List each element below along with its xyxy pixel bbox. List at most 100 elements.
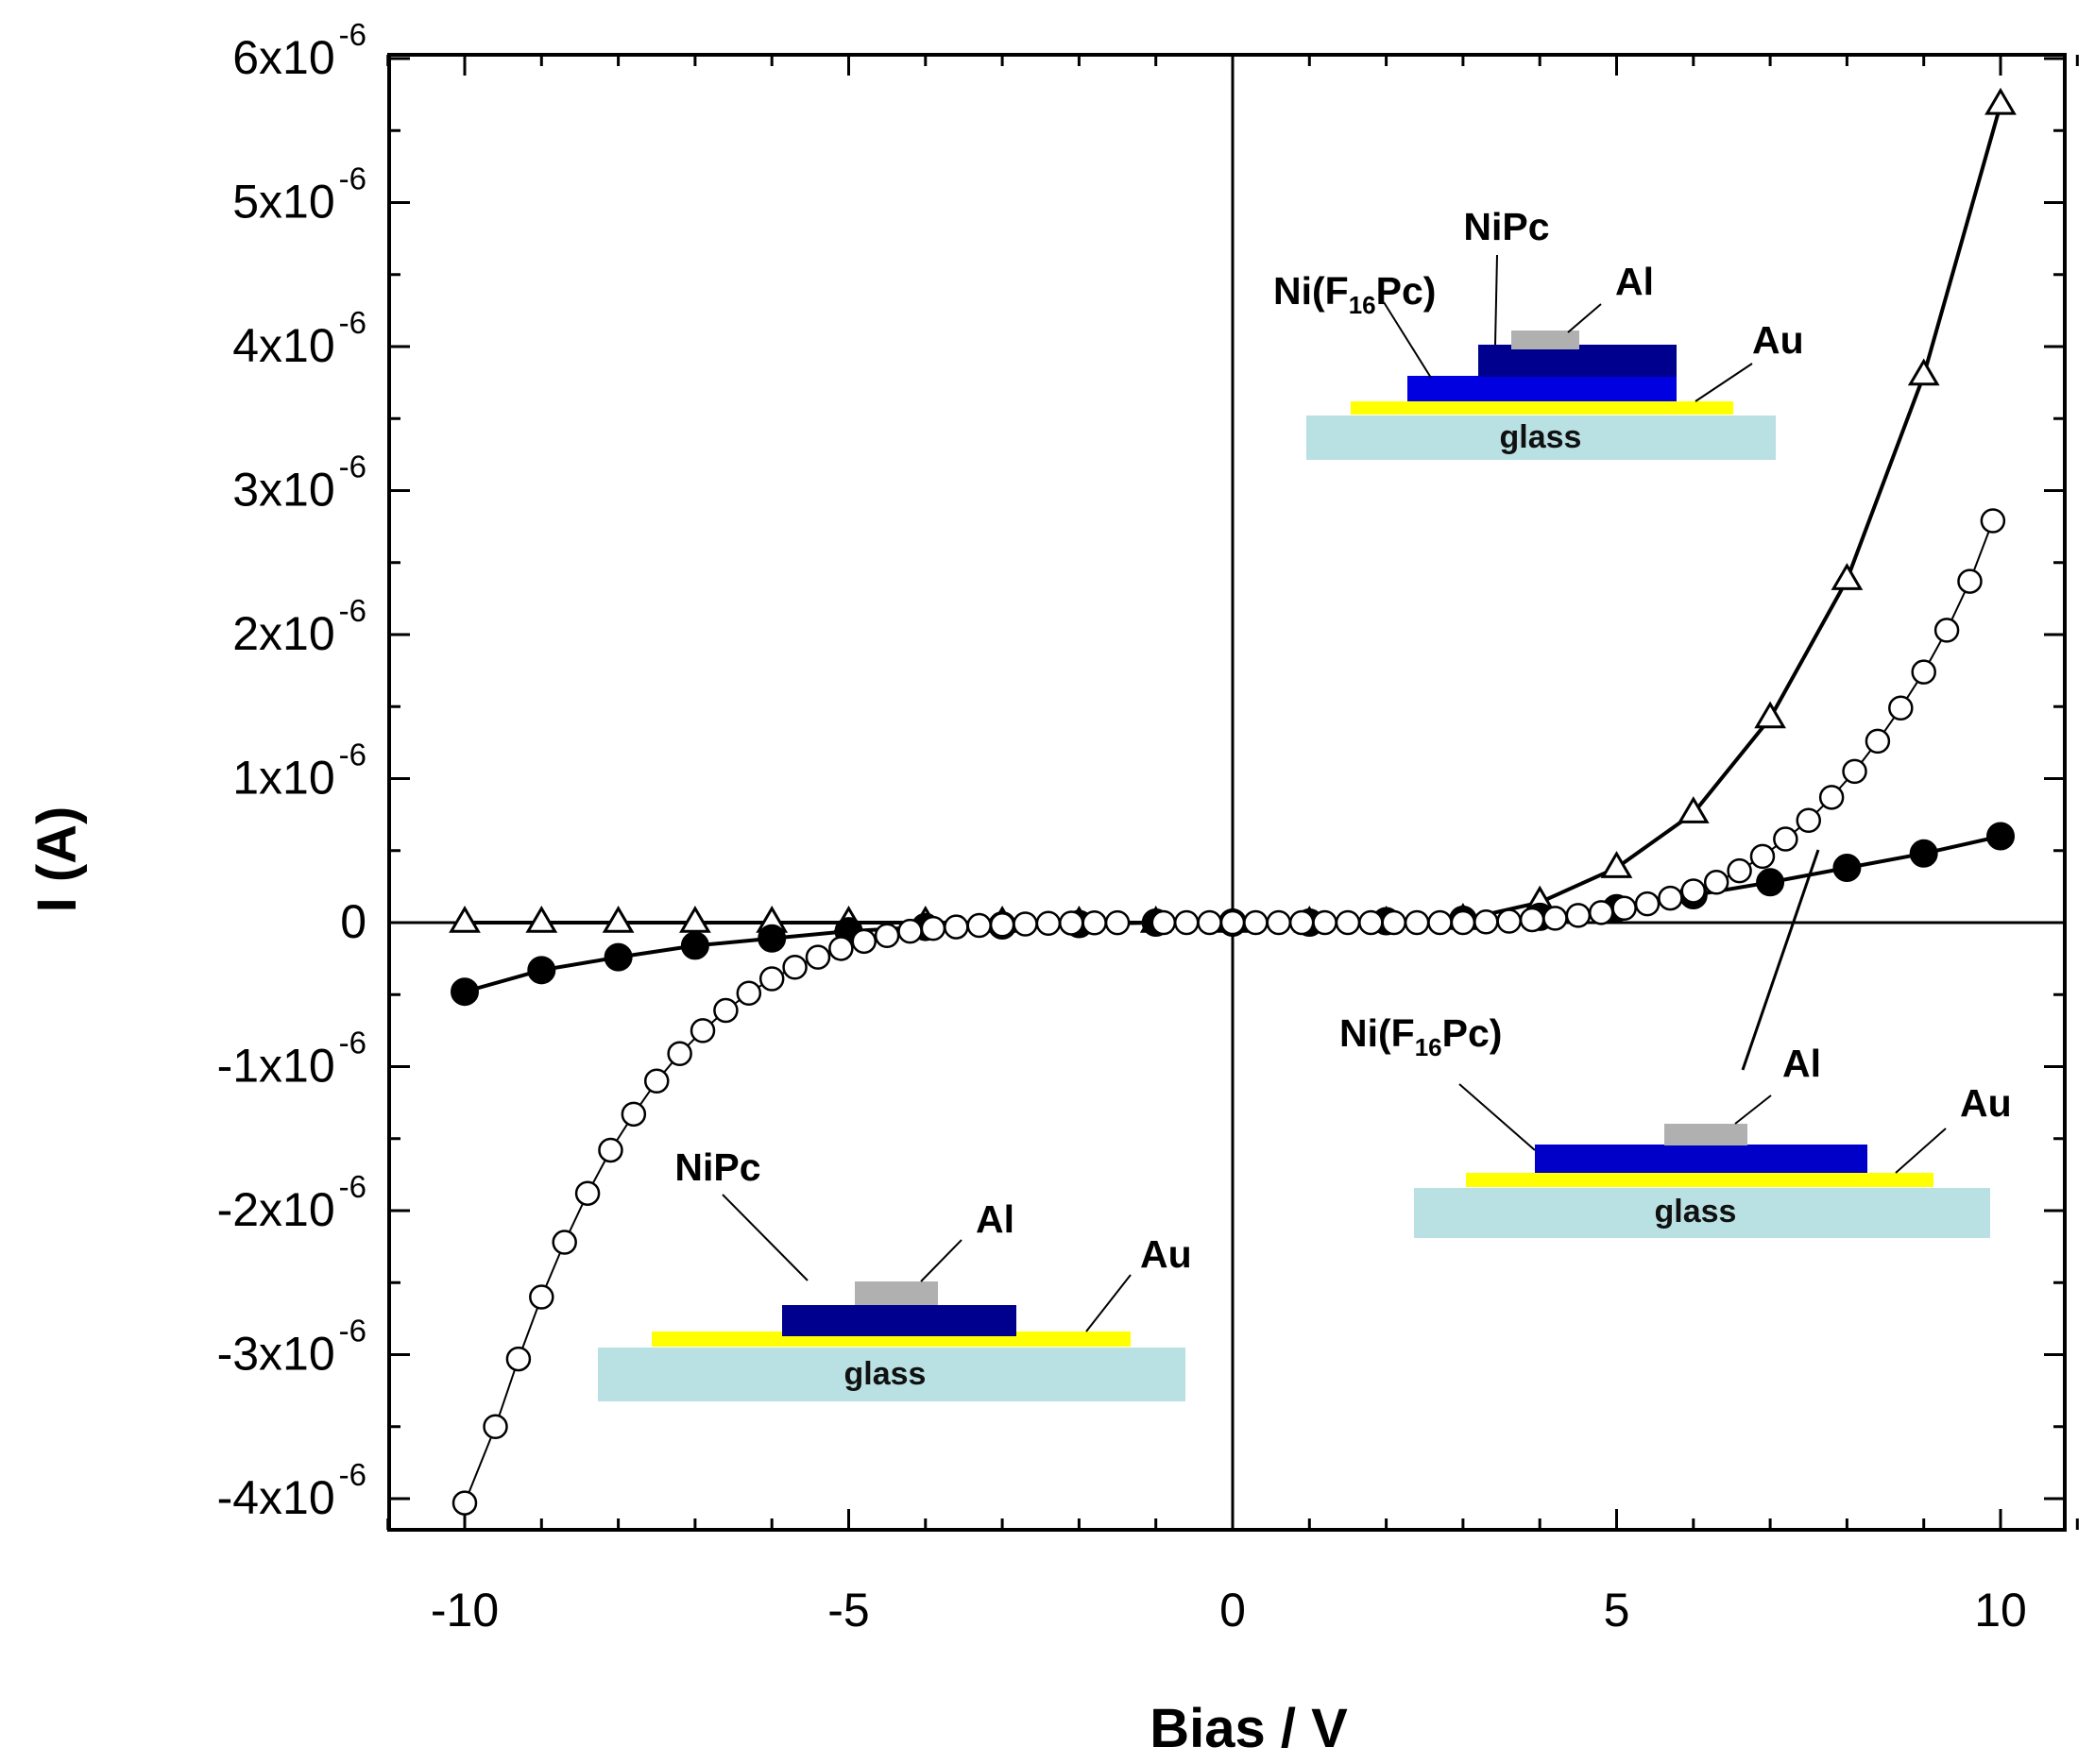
data-point-filled-circle <box>604 942 633 972</box>
leader-line <box>1895 1128 1947 1174</box>
nif16pc-label-prefix: Ni(F <box>1273 269 1349 313</box>
data-point-open-circle <box>1818 785 1845 810</box>
y-tick-mantissa: 5x10 <box>232 176 334 229</box>
data-point-open-circle <box>1013 911 1038 937</box>
data-point-open-circle <box>1658 885 1683 911</box>
data-point-open-circle <box>621 1101 647 1128</box>
nif16pc-label-prefix: Ni(F <box>1339 1011 1415 1055</box>
nif16pc-layer <box>1535 1145 1867 1173</box>
data-point-open-circle <box>1680 878 1707 904</box>
nipc-layer <box>782 1305 1016 1336</box>
data-point-open-circle <box>1542 906 1568 931</box>
leader-line <box>1695 363 1753 402</box>
data-point-open-circle <box>944 914 969 940</box>
x-tick-label: -10 <box>431 1584 499 1637</box>
data-point-open-circle <box>805 944 831 970</box>
nif16pc-label-suffix: Pc) <box>1442 1011 1503 1055</box>
data-point-open-circle <box>1727 857 1752 884</box>
y-tick-mantissa: -3x10 <box>217 1328 335 1381</box>
data-point-open-circle <box>989 912 1015 938</box>
y-tick-mantissa: -4x10 <box>217 1471 335 1524</box>
data-point-triangle <box>1907 358 1940 386</box>
data-point-open-circle <box>1588 900 1614 925</box>
aluminum-electrode <box>1664 1124 1747 1145</box>
data-point-open-circle <box>1773 826 1798 852</box>
data-point-filled-circle <box>1909 839 1938 868</box>
au-label: Au <box>1960 1081 2012 1125</box>
gold-electrode <box>1466 1173 1933 1187</box>
y-tick-exponent: -6 <box>339 449 366 484</box>
leader-line <box>1458 1083 1536 1151</box>
zero-lines <box>389 55 2065 1530</box>
data-point-open-circle <box>1197 909 1222 936</box>
y-tick-mantissa: -2x10 <box>217 1183 335 1236</box>
data-point-open-circle <box>483 1414 508 1439</box>
data-point-open-circle <box>1865 728 1891 755</box>
data-point-open-circle <box>1404 909 1430 936</box>
nif16pc-label: Ni(F16Pc) <box>1273 269 1436 319</box>
aluminum-electrode <box>1511 331 1579 349</box>
y-tick-exponent: -6 <box>339 17 366 52</box>
data-point-open-circle <box>851 928 877 955</box>
data-point-open-circle <box>1519 907 1545 933</box>
nif16pc-label-sub: 16 <box>1415 1033 1442 1061</box>
nipc-label: NiPc <box>674 1145 760 1189</box>
nipc-layer <box>1478 345 1677 377</box>
data-point-open-circle <box>920 915 946 941</box>
y-tick-mantissa: 3x10 <box>232 464 334 517</box>
glass-label: glass <box>1500 419 1582 455</box>
y-tick-label: 0 <box>340 895 366 948</box>
y-tick-exponent: -6 <box>339 305 366 340</box>
data-point-open-circle <box>1888 695 1914 721</box>
glass-substrate <box>1414 1188 1990 1238</box>
inset-top-device: glass NiPc Ni(F16Pc) Al Au <box>1273 205 1804 460</box>
al-label: Al <box>976 1197 1014 1241</box>
nif16pc-label: Ni(F16Pc) <box>1339 1011 1502 1061</box>
data-point-open-circle <box>1288 909 1315 936</box>
glass-label: glass <box>1655 1194 1737 1230</box>
data-series <box>449 87 2017 1516</box>
data-point-open-circle <box>1104 909 1131 936</box>
data-point-open-circle <box>1059 910 1084 936</box>
leader-line <box>1494 254 1498 346</box>
y-tick-label: -3x10 -6 <box>217 1314 366 1381</box>
x-tick-label: 10 <box>1974 1584 2027 1637</box>
data-point-open-circle <box>874 923 900 948</box>
y-tick-exponent: -6 <box>339 593 366 628</box>
data-point-open-circle <box>1150 909 1177 936</box>
data-point-triangle <box>1984 87 2017 115</box>
y-tick-label: -2x10 -6 <box>217 1169 366 1236</box>
y-tick-label: -1x10 -6 <box>217 1026 366 1093</box>
series-open-circles <box>451 508 2006 1516</box>
y-tick-mantissa: 4x10 <box>232 319 334 372</box>
plot-frame <box>387 53 2067 1532</box>
leader-line <box>1567 303 1602 333</box>
glass-substrate <box>598 1348 1185 1401</box>
y-tick-mantissa: 0 <box>340 895 366 948</box>
data-point-triangle <box>1754 701 1786 729</box>
y-axis-title: I (A) <box>26 806 88 913</box>
data-point-open-circle <box>1082 910 1107 936</box>
y-tick-exponent: -6 <box>339 161 366 196</box>
data-point-open-circle <box>1358 909 1384 936</box>
al-label: Al <box>1615 260 1654 303</box>
data-point-open-circle <box>1219 909 1246 936</box>
y-tick-label: 2x10 -6 <box>232 593 366 660</box>
au-label: Au <box>1752 318 1804 362</box>
y-tick-exponent: -6 <box>339 738 366 772</box>
data-point-open-circle <box>1381 909 1406 936</box>
nif16pc-label-suffix: Pc) <box>1376 269 1437 313</box>
glass-label: glass <box>844 1356 927 1392</box>
gold-electrode <box>1351 401 1733 415</box>
leader-line <box>1383 301 1432 379</box>
data-point-triangle <box>1677 796 1710 823</box>
al-label: Al <box>1782 1042 1821 1085</box>
data-point-open-circle <box>1980 508 2006 534</box>
data-point-open-circle <box>598 1137 623 1163</box>
data-point-open-circle <box>1312 909 1337 936</box>
data-point-filled-circle <box>1756 868 1785 897</box>
data-point-open-circle <box>1565 903 1592 928</box>
aluminum-electrode <box>855 1281 938 1305</box>
data-point-filled-circle <box>451 977 479 1007</box>
x-axis-title: Bias / V <box>1150 1698 1348 1759</box>
